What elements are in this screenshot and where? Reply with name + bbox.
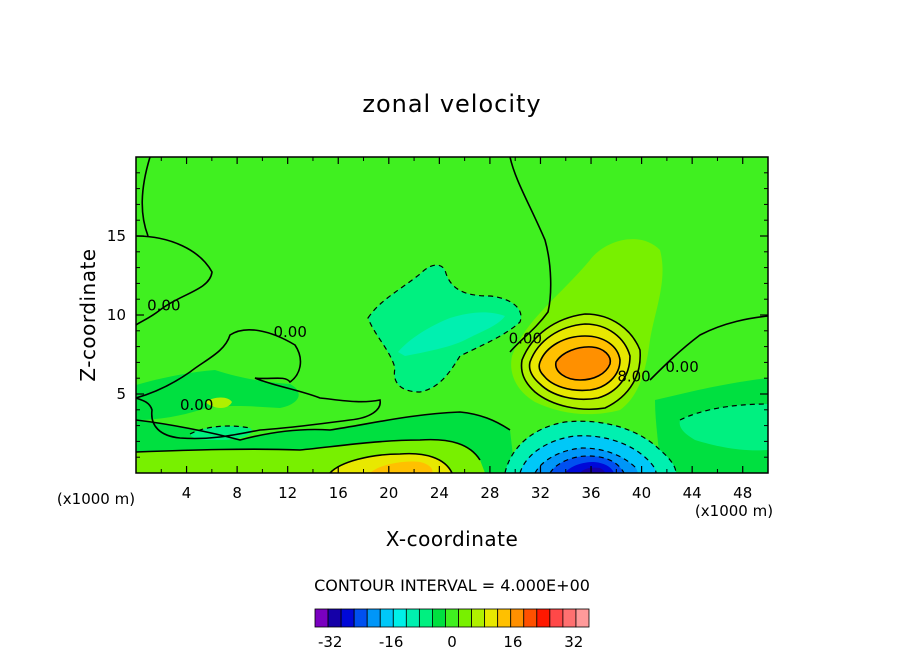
contour-line-bottom-2 (329, 452, 453, 473)
colorbar-tick-label: 32 (564, 633, 583, 651)
contour-line-zero-mid (136, 329, 381, 440)
contour-label: 0.00 (274, 323, 307, 341)
colorbar: -32 -16 0 16 32 (314, 608, 590, 651)
colorbar-swatch (484, 608, 499, 628)
y-axis-label: Z-coordinate (76, 248, 100, 381)
x-tick-label: 20 (379, 484, 398, 502)
contour-line-neg-3 (534, 447, 637, 473)
contour-line-bottom-1 (136, 438, 481, 461)
x-unit-right: (x1000 m) (695, 502, 773, 520)
contour-fill-neg-core (580, 467, 605, 473)
x-tick-label: 12 (278, 484, 297, 502)
colorbar-swatch (314, 608, 329, 628)
x-tick-label: 36 (581, 484, 600, 502)
contour-line-lobe-3 (538, 335, 621, 392)
colorbar-swatch (340, 608, 355, 628)
contour-interval-label: CONTOUR INTERVAL = 4.000E+00 (314, 576, 590, 595)
colorbar-swatch (366, 608, 381, 628)
contour-label: 0.00 (180, 396, 213, 414)
contour-labels: 0.00 0.00 0.00 0.00 8.00 0.00 (147, 296, 699, 414)
contour-label: 8.00 (617, 367, 650, 385)
colorbar-swatch (562, 608, 577, 628)
contour-line-lobe-1 (520, 313, 641, 411)
colorbar-swatch (327, 608, 342, 628)
x-tick-label: 4 (182, 484, 192, 502)
contour-line-zero-upper (136, 235, 213, 326)
contour-fill-central-core (398, 312, 505, 356)
x-unit-left: (x1000 m) (57, 490, 135, 508)
x-axis: 4 8 12 16 20 24 28 32 36 40 44 48 (160, 157, 752, 502)
contour-fill-bottom-orange (370, 461, 433, 473)
colorbar-swatch (497, 608, 512, 628)
contour-line-zero-left (141, 157, 151, 237)
x-tick-label: 32 (531, 484, 550, 502)
contour-fill-left-pocket (190, 426, 252, 440)
contour-lines-negative (189, 264, 768, 473)
contour-fill-left-yellow (205, 397, 232, 408)
colorbar-tick-label: 0 (447, 633, 457, 651)
colorbar-swatch (458, 608, 472, 628)
y-tick-label: 5 (116, 385, 126, 403)
colorbar-tick-label: 16 (503, 633, 522, 651)
contour-fill-lobe-core (555, 346, 611, 380)
contour-line-neg-2 (519, 435, 657, 473)
x-tick-label: 16 (329, 484, 348, 502)
x-axis-label: X-coordinate (386, 527, 519, 551)
contour-line-neg-central (367, 264, 522, 393)
x-tick-label: 44 (683, 484, 702, 502)
contour-label: 0.00 (665, 358, 698, 376)
colorbar-swatch (432, 608, 446, 628)
contour-line-lobe-4 (555, 346, 612, 381)
contour-line-neg-right (679, 403, 768, 421)
contour-line-neg-left (189, 425, 251, 435)
y-tick-label: 15 (107, 227, 126, 245)
contour-line-neg-1 (504, 420, 677, 473)
contour-label: 0.00 (147, 296, 180, 314)
x-tick-label: 8 (232, 484, 242, 502)
colorbar-tick-label: -32 (318, 633, 343, 651)
contour-label: 0.00 (509, 329, 542, 347)
contour-line-band (136, 411, 511, 441)
x-tick-label: 40 (632, 484, 651, 502)
colorbar-swatch (549, 608, 564, 628)
y-tick-label: 10 (107, 306, 126, 324)
contour-line-lobe-2 (528, 323, 631, 401)
colorbar-swatch (575, 608, 590, 628)
colorbar-tick-label: -16 (379, 633, 404, 651)
colorbar-swatch (471, 608, 486, 628)
x-tick-label: 24 (430, 484, 449, 502)
colorbar-swatch (536, 608, 551, 628)
colorbar-swatch (523, 608, 538, 628)
contour-fill-lowleft-pool (136, 370, 299, 420)
colorbar-swatch (418, 608, 433, 628)
chart-title: zonal velocity (362, 90, 541, 118)
y-axis: 5 10 15 (107, 172, 768, 458)
x-tick-label: 28 (480, 484, 499, 502)
colorbar-swatch (445, 608, 459, 628)
x-tick-label: 48 (733, 484, 752, 502)
colorbar-swatch (353, 608, 368, 628)
contour-line-neg-4 (549, 455, 625, 473)
colorbar-swatch (510, 608, 525, 628)
contour-lines (136, 157, 768, 473)
contour-fill-right-teal (679, 404, 768, 451)
colorbar-swatch (405, 608, 420, 628)
contour-line-zero-right (649, 315, 768, 381)
plot-area: 0.00 0.00 0.00 0.00 8.00 0.00 (136, 157, 768, 473)
colorbar-swatch (379, 608, 394, 628)
contour-line-zero-ridge (509, 157, 552, 353)
colorbar-swatch (392, 608, 407, 628)
